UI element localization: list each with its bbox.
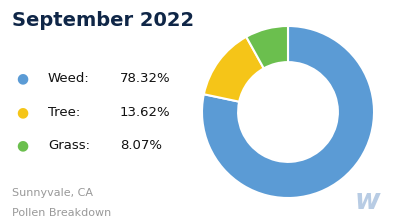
Text: 78.32%: 78.32% [120, 72, 171, 85]
Text: Tree:: Tree: [48, 106, 80, 118]
Text: ●: ● [16, 71, 28, 85]
Text: 13.62%: 13.62% [120, 106, 171, 118]
Text: ●: ● [16, 105, 28, 119]
Text: w: w [354, 187, 380, 215]
Text: September 2022: September 2022 [12, 11, 194, 30]
Text: Sunnyvale, CA: Sunnyvale, CA [12, 188, 93, 198]
Text: Weed:: Weed: [48, 72, 90, 85]
Wedge shape [204, 37, 264, 102]
Text: ●: ● [16, 139, 28, 153]
Text: Pollen Breakdown: Pollen Breakdown [12, 208, 111, 218]
Text: Grass:: Grass: [48, 139, 90, 152]
Wedge shape [246, 26, 288, 68]
Wedge shape [202, 26, 374, 198]
Text: 8.07%: 8.07% [120, 139, 162, 152]
